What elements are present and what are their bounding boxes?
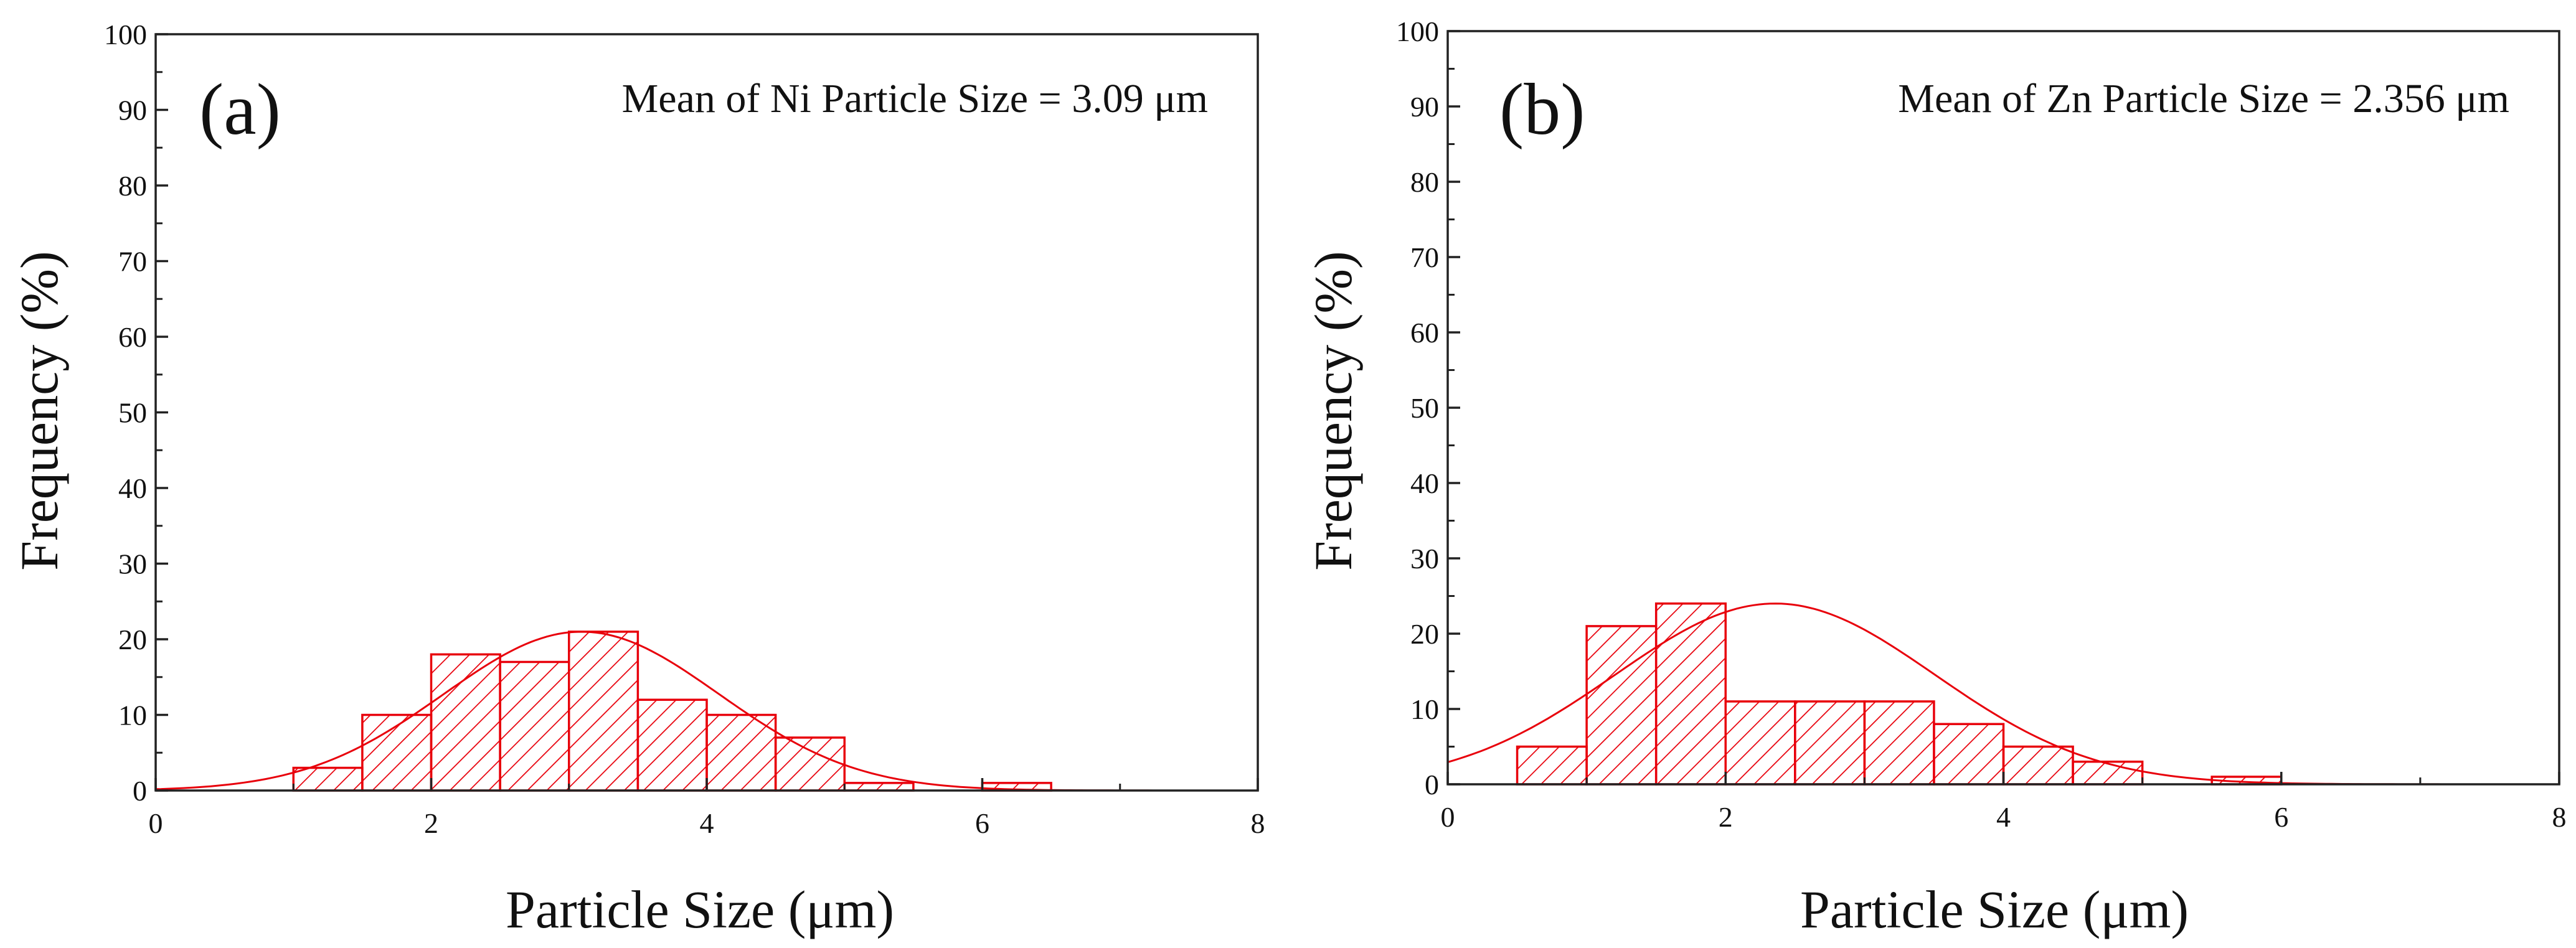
y-tick-label: 60 (118, 321, 147, 353)
histogram-bar (705, 713, 777, 792)
histogram-bar (2002, 745, 2074, 786)
y-tick-label: 60 (1410, 317, 1439, 349)
y-tick-label: 0 (133, 775, 147, 807)
histogram-bar (1724, 700, 1796, 786)
panel-label: (b) (1499, 68, 1585, 150)
y-tick-label: 40 (118, 472, 147, 504)
x-tick-label: 4 (1996, 801, 2011, 833)
histogram-bar (1516, 745, 1588, 786)
x-tick-label: 0 (149, 807, 163, 839)
mean-annotation: Mean of Zn Particle Size = 2.356 μm (1898, 76, 2509, 121)
histogram-bar (361, 713, 433, 792)
histogram-bar (1585, 625, 1658, 786)
x-tick-label: 2 (424, 807, 438, 839)
y-tick-label: 10 (118, 700, 147, 731)
y-axis-title: Frequency (%) (1303, 251, 1363, 570)
y-tick-label: 20 (118, 624, 147, 655)
y-tick-label: 30 (1410, 543, 1439, 575)
y-tick-label: 30 (118, 548, 147, 580)
y-tick-label: 70 (118, 246, 147, 278)
y-tick-label: 70 (1410, 242, 1439, 273)
x-axis-title: Particle Size (μm) (1800, 880, 2189, 939)
y-tick-label: 100 (1396, 16, 1439, 47)
panel-a: (a) Mean of Ni Particle Size = 3.09 μm P… (9, 19, 1265, 939)
plot-frame (154, 33, 1259, 792)
x-axis-title: Particle Size (μm) (506, 880, 894, 939)
y-tick-label: 40 (1410, 467, 1439, 499)
x-tick-label: 6 (975, 807, 989, 839)
y-axis-title: Frequency (%) (9, 251, 69, 570)
y-tick-label: 20 (1410, 618, 1439, 650)
y-tick-label: 0 (1425, 769, 1439, 800)
histogram-bar (774, 736, 846, 792)
mean-annotation: Mean of Ni Particle Size = 3.09 μm (622, 76, 1208, 121)
histogram-bar (292, 766, 364, 792)
histogram-bar (843, 782, 915, 792)
y-tick-label: 10 (1410, 693, 1439, 725)
y-tick-label: 80 (118, 170, 147, 202)
histogram-bar (1654, 602, 1727, 786)
x-tick-label: 2 (1719, 801, 1733, 833)
histogram-bar (1933, 723, 2005, 786)
x-tick-label: 0 (1441, 801, 1455, 833)
x-tick-label: 6 (2274, 801, 2288, 833)
y-tick-label: 90 (1410, 91, 1439, 123)
histogram-bar (568, 631, 639, 792)
histogram-bar (1794, 700, 1866, 786)
y-tick-label: 100 (104, 19, 147, 50)
y-tick-label: 50 (118, 397, 147, 429)
x-tick-label: 8 (2552, 801, 2567, 833)
y-tick-label: 50 (1410, 392, 1439, 424)
histogram-bar (1863, 700, 1935, 786)
histogram-bar (430, 653, 501, 792)
histogram-bar (499, 660, 570, 792)
y-tick-label: 90 (118, 95, 147, 126)
panel-label: (a) (199, 68, 281, 150)
y-tick-label: 80 (1410, 166, 1439, 198)
panel-b: (b) Mean of Zn Particle Size = 2.356 μm … (1303, 16, 2567, 939)
x-tick-label: 8 (1251, 807, 1265, 839)
x-tick-label: 4 (700, 807, 714, 839)
histogram-bar (636, 698, 708, 792)
histogram-bar (2072, 760, 2144, 786)
